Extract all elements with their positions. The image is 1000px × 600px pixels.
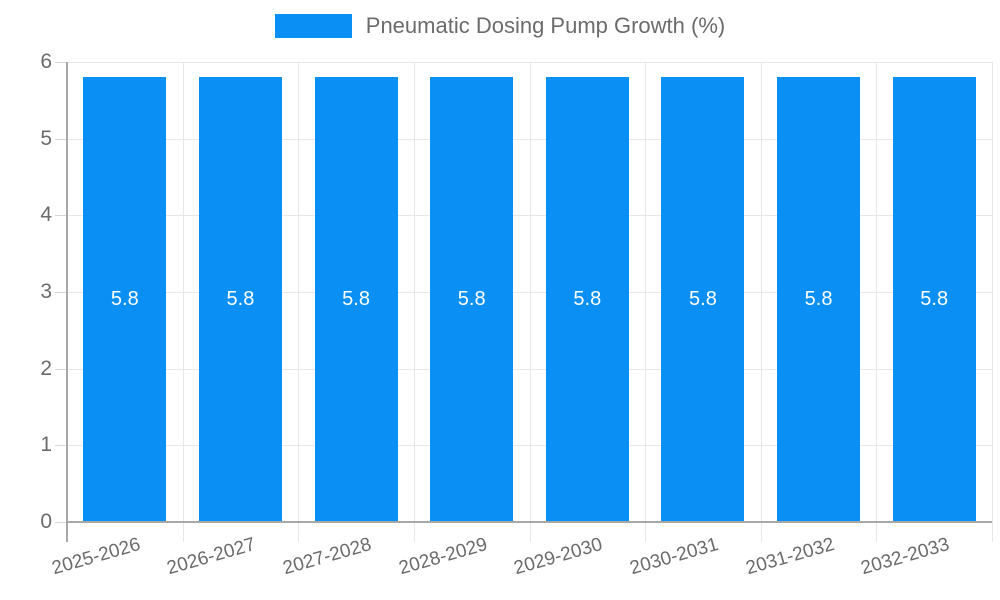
y-tick-label: 5 [40,126,52,150]
y-tick-label: 0 [40,510,52,533]
bar[interactable]: 5.8 [892,77,976,522]
x-axis-baseline [67,521,992,523]
bar[interactable]: 5.8 [777,77,861,522]
bar[interactable]: 5.8 [661,77,745,522]
y-tick-mark [55,368,67,370]
y-tick-label: 1 [40,433,52,457]
legend-label: Pneumatic Dosing Pump Growth (%) [365,13,726,38]
bar-value-label: 5.8 [920,288,949,311]
v-gridline [876,62,878,542]
bar[interactable]: 5.8 [83,77,167,522]
y-tick-mark [55,138,67,140]
v-gridline [992,62,993,542]
bar[interactable]: 5.8 [430,77,514,522]
bar-value-label: 5.8 [457,288,486,311]
bar[interactable]: 5.8 [545,77,629,522]
v-gridline [529,62,531,542]
plot-area: 5.8 5.8 5.8 5.8 5.8 5.8 5.8 5.8 [66,62,993,542]
y-tick-label: 3 [40,280,52,303]
v-gridline [645,62,647,542]
v-gridline [413,62,415,542]
y-tick-mark [55,292,67,293]
bar-value-label: 5.8 [110,288,139,311]
bar-value-label: 5.8 [573,288,602,311]
legend[interactable]: Pneumatic Dosing Pump Growth (%) [0,14,1000,38]
y-axis-line [66,62,68,542]
y-tick-mark [55,445,67,447]
y-tick-label: 2 [40,356,52,380]
bar[interactable]: 5.8 [314,77,398,522]
v-gridline [298,62,300,542]
bar-value-label: 5.8 [342,288,370,311]
legend-swatch [274,14,352,38]
y-tick-mark [55,215,67,217]
y-tick-label: 6 [40,50,52,73]
v-gridline [760,62,762,542]
y-tick-mark [55,62,67,63]
v-gridline [182,62,184,542]
y-tick-mark [55,522,67,523]
bar-value-label: 5.8 [226,288,255,311]
y-tick-label: 4 [40,203,52,227]
bar-value-label: 5.8 [689,288,717,311]
bar[interactable]: 5.8 [198,77,282,522]
bar-value-label: 5.8 [804,288,833,311]
